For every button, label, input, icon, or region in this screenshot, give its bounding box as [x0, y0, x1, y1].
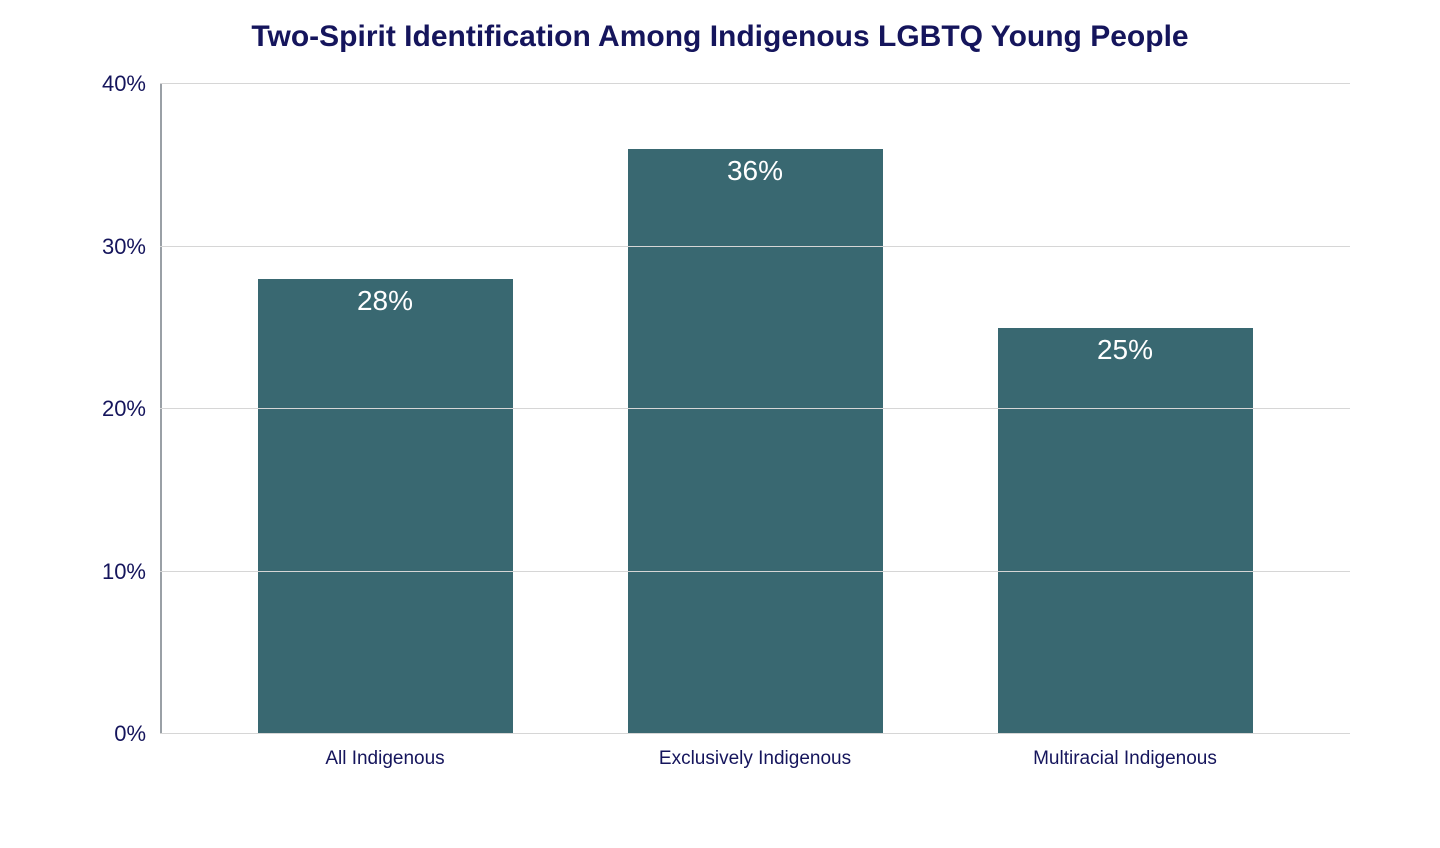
bar-slot: 25%: [940, 84, 1310, 734]
bars-container: 28% 36% 25%: [160, 84, 1350, 734]
grid-line: [160, 246, 1350, 247]
chart-title: Two-Spirit Identification Among Indigeno…: [70, 20, 1370, 54]
plot-area: 28%36%25% All IndigenousExclusively Indi…: [160, 84, 1350, 734]
x-labels: All IndigenousExclusively IndigenousMult…: [160, 748, 1350, 770]
bar: 25%: [998, 328, 1253, 734]
x-tick-label: Multiracial Indigenous: [940, 748, 1310, 770]
y-tick-label: 0%: [114, 721, 160, 747]
y-tick-label: 20%: [102, 396, 160, 422]
grid-line: [160, 83, 1350, 84]
y-tick-label: 10%: [102, 559, 160, 585]
x-tick-label: Exclusively Indigenous: [570, 748, 940, 770]
grid-line: [160, 408, 1350, 409]
bar: 36%: [628, 149, 883, 734]
bar-value-label: 25%: [1097, 334, 1153, 366]
bar-value-label: 28%: [357, 285, 413, 317]
bar-slot: 36%: [570, 84, 940, 734]
bar-chart: Two-Spirit Identification Among Indigeno…: [70, 20, 1370, 734]
y-tick-label: 30%: [102, 234, 160, 260]
y-tick-label: 40%: [102, 71, 160, 97]
x-tick-label: All Indigenous: [200, 748, 570, 770]
y-axis-line: [160, 84, 162, 734]
grid-line: [160, 733, 1350, 734]
grid-line: [160, 571, 1350, 572]
bar-slot: 28%: [200, 84, 570, 734]
bar-value-label: 36%: [727, 155, 783, 187]
bar: 28%: [258, 279, 513, 734]
